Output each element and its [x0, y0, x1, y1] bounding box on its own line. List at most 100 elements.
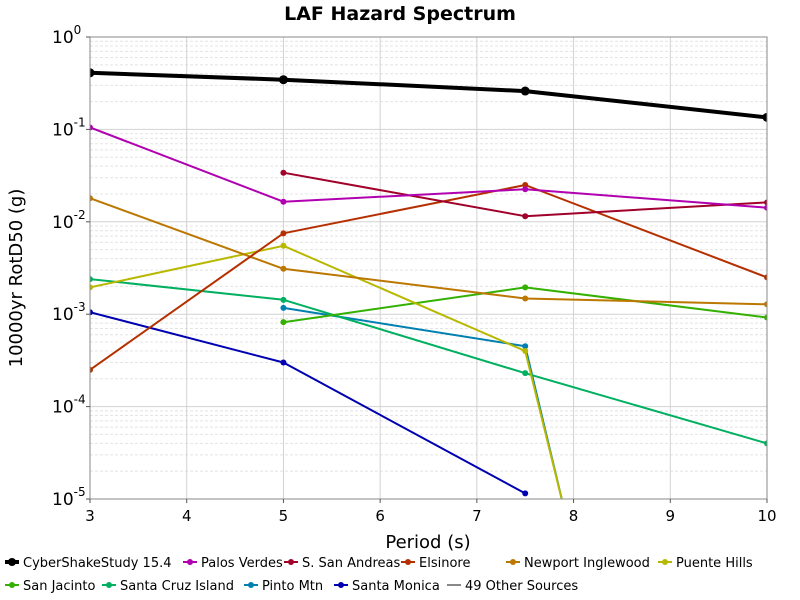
x-tick-label: 10 [757, 507, 776, 525]
series-san-jacinto [280, 284, 767, 326]
x-tick-label: 3 [85, 507, 95, 525]
legend-label: Palos Verdes [201, 556, 283, 571]
legend-item: San Jacinto [5, 579, 95, 594]
data-point [280, 296, 287, 303]
series-palos-verdes [90, 124, 767, 211]
data-point [522, 343, 529, 350]
data-point [764, 199, 767, 206]
series-line [90, 126, 767, 209]
series-line [90, 278, 767, 445]
data-point [90, 68, 95, 78]
legend-item: Elsinore [401, 556, 470, 571]
data-point [90, 309, 93, 316]
data-point [522, 284, 529, 291]
data-point [90, 276, 93, 283]
series-line [90, 197, 767, 306]
data-point [764, 440, 767, 447]
y-axis-label: 10000yr RotD50 (g) [6, 189, 27, 368]
legend-label: Puente Hills [676, 556, 753, 571]
legend-label: San Jacinto [23, 579, 95, 594]
data-point [522, 370, 529, 377]
legend-item: Palos Verdes [183, 556, 283, 571]
data-point [520, 86, 530, 96]
data-point [90, 195, 93, 202]
legend-marker [405, 559, 411, 565]
x-tick-label: 6 [375, 507, 385, 525]
data-point [764, 314, 767, 321]
data-point [280, 304, 287, 311]
y-tick-label: 10-2 [52, 208, 86, 233]
series-layer [90, 68, 767, 499]
y-tick-label: 10-3 [52, 300, 86, 325]
data-point [764, 301, 767, 308]
legend-label: S. San Andreas [302, 556, 401, 571]
plot-frame [89, 36, 768, 500]
legend-marker [9, 582, 15, 588]
series-s-san-andreas [280, 169, 767, 220]
series-elsinore [90, 182, 767, 373]
legend-marker [248, 582, 254, 588]
x-tick-label: 5 [279, 507, 289, 525]
data-point [280, 242, 287, 249]
y-tick-label: 100 [52, 23, 81, 48]
series-line [90, 244, 563, 499]
y-tick-label: 10-1 [52, 115, 86, 140]
series-santa-cruz-island [90, 276, 767, 447]
series-puente-hills [90, 242, 563, 499]
legend-marker [288, 559, 294, 565]
data-point [280, 198, 287, 205]
x-tick-label: 7 [472, 507, 482, 525]
legend: CyberShakeStudy 15.4 Palos Verdes S. San A… [5, 556, 753, 594]
legend-item: 49 Other Sources [447, 579, 578, 594]
legend-label: Santa Cruz Island [120, 579, 234, 594]
x-tick-label: 8 [569, 507, 579, 525]
data-point [280, 230, 287, 237]
legend-label: Newport Inglewood [524, 556, 650, 571]
y-tick-label: 10-5 [52, 485, 86, 510]
x-axis-ticks: 3 4 5 6 7 8 9 10 [85, 499, 777, 525]
data-point [522, 347, 529, 354]
legend-label: 49 Other Sources [465, 579, 578, 594]
data-point [764, 274, 767, 281]
x-tick-label: 9 [666, 507, 676, 525]
data-point [280, 319, 287, 326]
data-point [280, 265, 287, 272]
legend-label: CyberShakeStudy 15.4 [23, 556, 172, 571]
data-point [90, 124, 93, 131]
legend-marker [510, 559, 516, 565]
legend-item: Santa Cruz Island [102, 579, 234, 594]
series-line [90, 184, 767, 371]
y-tick-label: 10-4 [52, 393, 86, 418]
legend-item: Santa Monica [334, 579, 440, 594]
data-point [278, 75, 288, 85]
plot-border [89, 36, 768, 500]
data-point [280, 359, 287, 366]
legend-label: Santa Monica [352, 579, 440, 594]
legend-marker [187, 559, 193, 565]
y-axis-ticks: 100 10-1 10-2 10-3 10-4 10-5 [52, 23, 90, 510]
x-tick-label: 4 [182, 507, 192, 525]
data-point [522, 490, 529, 497]
data-point [522, 295, 529, 302]
legend-marker [662, 559, 668, 565]
series-line [90, 70, 767, 120]
plot-area [90, 37, 767, 499]
legend-marker [338, 582, 344, 588]
legend-item: Puente Hills [658, 556, 753, 571]
series-santa-monica [90, 309, 529, 497]
legend-item: Newport Inglewood [506, 556, 650, 571]
data-point [762, 112, 767, 122]
data-point [522, 182, 529, 189]
series-cybershakestudy-15-4 [90, 68, 767, 122]
data-point [764, 204, 767, 211]
x-axis-label: Period (s) [385, 532, 470, 553]
series-newport-inglewood [90, 195, 767, 308]
legend-item: CyberShakeStudy 15.4 [5, 556, 172, 571]
legend-label: Pinto Mtn [262, 579, 323, 594]
data-point [522, 213, 529, 220]
data-point [90, 284, 93, 291]
legend-marker [8, 558, 16, 566]
legend-item: Pinto Mtn [244, 579, 323, 594]
legend-marker [106, 582, 112, 588]
